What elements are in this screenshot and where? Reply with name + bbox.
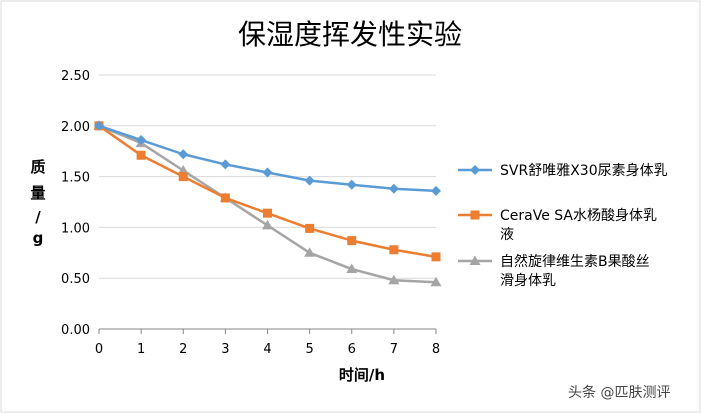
data-point-diamond — [431, 185, 441, 196]
series-group — [93, 120, 442, 287]
watermark-text: 头条 @匹肤测评 — [568, 384, 670, 401]
y-tick-label: 1.50 — [61, 171, 90, 186]
data-point-square — [263, 208, 272, 218]
axes: 0.00 0.50 1.00 1.50 2.00 2.50 0 1 2 3 4 5 6 7 8 — [61, 69, 440, 357]
data-point-square — [305, 223, 315, 233]
y-tick-label: 0.50 — [61, 272, 90, 287]
legend-item-1[interactable]: SVR舒唯雅X30尿素身体乳 — [458, 163, 668, 179]
watermark: 头条 @匹肤测评 — [568, 384, 670, 401]
y-axis-label: 质量 / g — [30, 158, 45, 247]
data-point-diamond — [346, 179, 357, 190]
series-1 — [94, 120, 441, 196]
data-point-square — [431, 252, 441, 262]
x-tick-label: 6 — [348, 342, 356, 357]
data-point-diamond — [94, 120, 104, 131]
x-tick-label: 2 — [179, 342, 187, 357]
x-tick-label: 3 — [221, 342, 229, 357]
y-tick-label: 2.00 — [61, 120, 90, 135]
data-point-diamond — [136, 135, 147, 146]
y-axis-label-char: 质 — [30, 158, 45, 176]
x-tick-label: 1 — [137, 342, 145, 357]
data-point-diamond — [470, 165, 480, 175]
data-point-square — [389, 245, 399, 255]
data-point-triangle — [469, 255, 481, 265]
data-point-triangle — [388, 274, 400, 285]
legend-label: 液 — [500, 227, 514, 243]
y-axis-label-char: g — [33, 229, 44, 247]
y-tick-label: 0.00 — [61, 323, 90, 338]
data-point-diamond — [262, 167, 273, 178]
x-tick-label: 8 — [432, 342, 440, 357]
y-axis-label-char: 量 — [30, 184, 45, 202]
x-tick-label: 0 — [95, 342, 103, 357]
legend-label: 滑身体乳 — [500, 272, 556, 289]
legend-label: CeraVe SA水杨酸身体乳 — [500, 208, 657, 224]
legend-label: 自然旋律维生素B果酸丝 — [500, 253, 650, 270]
data-point-diamond — [388, 183, 399, 194]
x-tick-label: 4 — [263, 342, 271, 357]
data-point-triangle — [430, 276, 442, 287]
data-point-square — [178, 172, 188, 182]
data-point-diamond — [304, 175, 315, 186]
y-tick-label: 1.00 — [61, 221, 90, 236]
y-tick-label: 2.50 — [61, 69, 90, 84]
data-point-triangle — [262, 219, 273, 230]
data-point-square — [136, 150, 146, 160]
chart-title: 保湿度挥发性实验 — [238, 18, 462, 51]
data-point-square — [220, 193, 230, 203]
data-point-diamond — [178, 149, 189, 160]
x-tick-label: 7 — [390, 342, 398, 357]
x-tick-label: 5 — [305, 342, 313, 357]
y-axis-label-char: / — [35, 208, 41, 226]
legend-label: SVR舒唯雅X30尿素身体乳 — [500, 163, 668, 179]
data-point-triangle — [346, 263, 358, 274]
data-point-triangle — [304, 247, 316, 257]
data-point-square — [470, 210, 480, 220]
data-point-diamond — [220, 159, 231, 170]
x-axis-label: 时间/h — [339, 366, 385, 384]
data-point-square — [347, 236, 357, 246]
